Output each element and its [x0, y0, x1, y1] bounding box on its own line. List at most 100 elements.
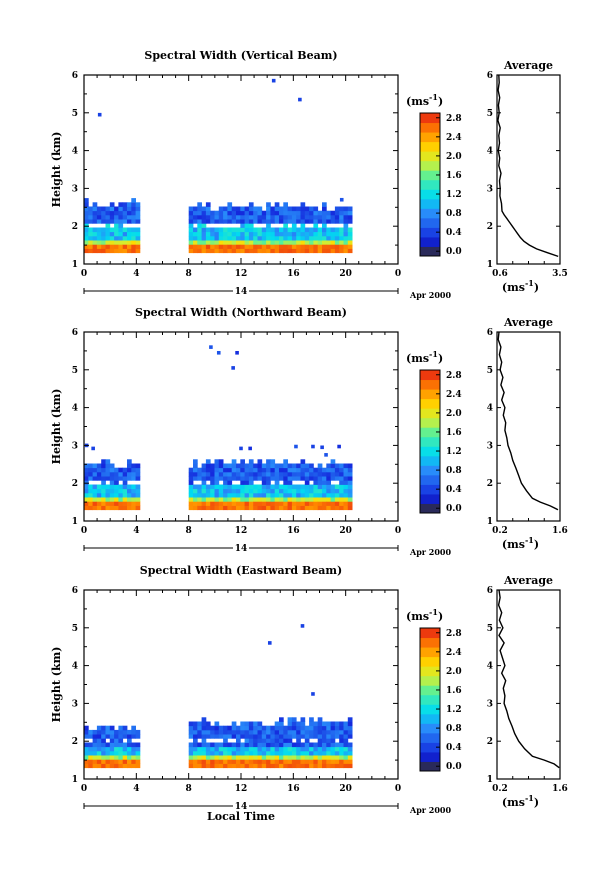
heat-cell-b0 — [135, 467, 141, 473]
heat-cell-b1 — [188, 759, 194, 764]
colorbar-band-11 — [420, 398, 440, 409]
heat-cell-b1 — [304, 471, 310, 477]
heat-cell-b1 — [201, 219, 207, 224]
heat-cell-b1 — [240, 501, 245, 506]
heat-cell-b1 — [270, 219, 276, 224]
colorbar-band-9 — [420, 417, 440, 428]
heat-cell-b0 — [96, 206, 102, 212]
panel-1: Spectral Width (Northward Beam)123456Hei… — [50, 306, 568, 557]
heat-cell-b1 — [201, 725, 207, 731]
heat-cell-b0 — [109, 484, 115, 490]
heat-cell-b0 — [131, 248, 136, 254]
heat-cell-b1 — [347, 210, 353, 216]
heat-cell-b1 — [210, 214, 215, 220]
heat-cell-b1 — [296, 725, 301, 731]
heat-cell-b1 — [309, 717, 314, 722]
colorbar-unit-exp: -1 — [429, 92, 438, 102]
heat-cell-b1 — [201, 214, 207, 220]
heat-cell-b1 — [270, 244, 276, 249]
heat-cell-b0 — [135, 501, 141, 506]
x-tick-label: 4 — [133, 269, 139, 279]
heat-cell-b1 — [188, 471, 194, 477]
heat-cell-b0 — [118, 725, 124, 731]
heat-cell-b1 — [236, 227, 241, 233]
x-tick-label: 0 — [81, 784, 87, 794]
y-tick-label: 3 — [72, 699, 78, 709]
heat-cell-b1 — [201, 734, 207, 739]
heat-cell-b1 — [343, 235, 349, 241]
heat-cell-b1 — [326, 476, 331, 481]
heat-cell-b1 — [317, 231, 323, 237]
y-tick-label: 1 — [72, 517, 78, 527]
heat-cell-b1 — [334, 206, 340, 212]
heat-cell-b1 — [317, 717, 323, 722]
heat-cell-b1 — [274, 210, 280, 216]
colorbar-band-9 — [420, 160, 440, 171]
heat-cell-b1 — [240, 467, 245, 473]
heat-cell-b0 — [92, 214, 98, 220]
heat-cell-b1 — [261, 467, 267, 473]
heat-cell-b1 — [343, 738, 349, 743]
heat-cell-b0 — [135, 240, 141, 245]
heat-cell-b1 — [244, 231, 250, 237]
heat-cell-b1 — [205, 759, 211, 764]
heat-cell-b1 — [257, 497, 263, 502]
heat-cell-b1 — [218, 755, 224, 760]
heat-cell-b0 — [135, 750, 141, 756]
heat-cell-b1 — [274, 488, 280, 494]
heat-cell-b1 — [287, 763, 293, 769]
heat-cell-b1 — [330, 248, 336, 254]
heat-cell-b1 — [313, 755, 319, 760]
heat-cell-b1 — [279, 750, 284, 756]
colorbar-frame — [419, 369, 441, 514]
heat-cell-b1 — [279, 235, 284, 241]
heat-cell-b1 — [300, 763, 306, 769]
heat-cell-b1 — [231, 492, 237, 498]
heat-cell-b1 — [339, 244, 344, 249]
heat-cell-b0 — [118, 492, 124, 498]
heat-cell-b1 — [287, 488, 293, 494]
heat-cell-b1 — [240, 488, 245, 494]
heat-cell-b1 — [326, 729, 331, 735]
heat-cell-b1 — [266, 750, 271, 756]
scatter-point-11 — [324, 453, 328, 457]
heat-cell-b0 — [88, 244, 93, 249]
heat-cell-b1 — [326, 497, 331, 502]
heat-cell-b0 — [122, 202, 128, 207]
heat-cell-b0 — [135, 227, 141, 233]
heat-cell-b1 — [326, 248, 331, 254]
heat-cell-b1 — [334, 467, 340, 473]
heat-cell-b1 — [347, 214, 353, 220]
heat-cell-b1 — [227, 742, 233, 748]
heat-cell-b1 — [279, 492, 284, 498]
heat-cell-b1 — [193, 763, 198, 769]
heat-cell-b1 — [188, 750, 194, 756]
heat-cell-b1 — [231, 734, 237, 739]
heat-cell-b1 — [231, 497, 237, 502]
heat-cell-b1 — [326, 734, 331, 739]
heat-cell-b1 — [253, 746, 258, 752]
heat-cell-b1 — [248, 214, 254, 220]
heat-cell-b1 — [193, 463, 198, 469]
heat-cell-b1 — [248, 231, 254, 237]
date-label: Apr 2000 — [409, 805, 452, 815]
heat-cell-b0 — [101, 729, 106, 735]
heat-cell-b1 — [291, 484, 297, 490]
heat-cell-b1 — [339, 734, 344, 739]
heat-cell-b1 — [309, 750, 314, 756]
heat-cell-b1 — [296, 471, 301, 477]
heat-cell-b1 — [347, 725, 353, 731]
heat-cell-b1 — [244, 721, 250, 727]
heat-cell-b1 — [283, 471, 288, 477]
heat-cell-b1 — [313, 471, 319, 477]
heat-cell-b0 — [118, 734, 124, 739]
heat-cell-b1 — [223, 505, 228, 511]
y-tick-label: 3 — [72, 441, 78, 451]
heat-cell-b1 — [274, 721, 280, 727]
heat-cell-b1 — [309, 231, 314, 237]
heat-cell-b1 — [287, 484, 293, 490]
heat-cell-b0 — [96, 759, 102, 764]
heat-cell-b1 — [322, 488, 327, 494]
heat-cell-b0 — [88, 497, 93, 502]
heat-cell-b1 — [279, 721, 284, 727]
